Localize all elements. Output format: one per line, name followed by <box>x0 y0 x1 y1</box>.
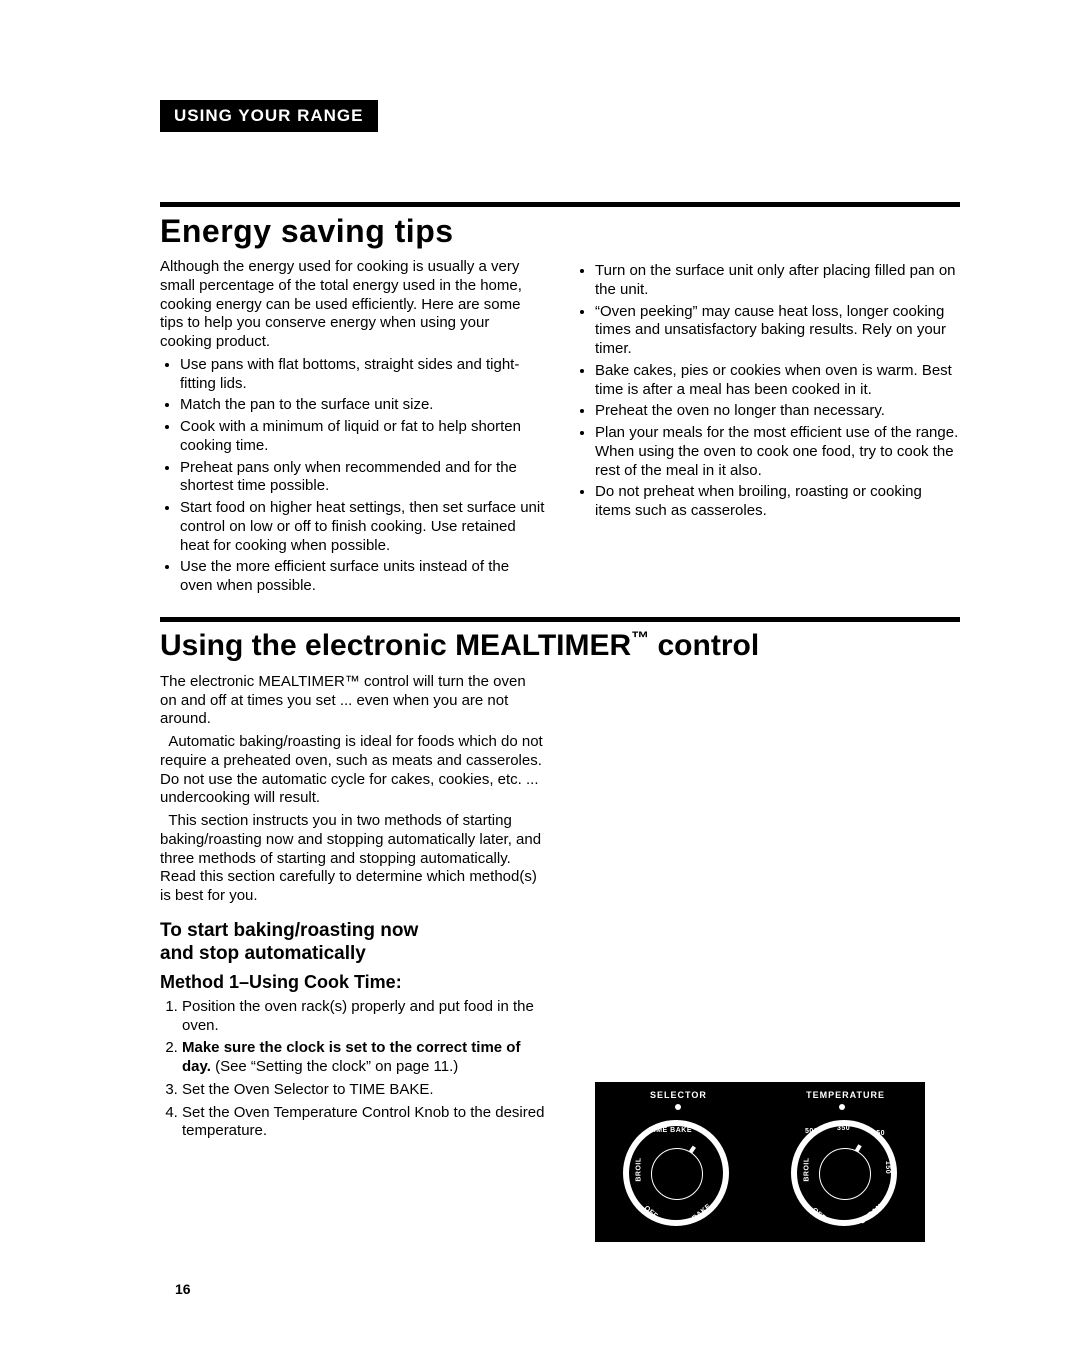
dial-center-icon <box>819 1148 871 1200</box>
temperature-dial: 500 350 250 150 BROIL OFF CLEAN <box>791 1120 897 1226</box>
intro-text: Although the energy used for cooking is … <box>160 258 545 352</box>
energy-saving-title: Energy saving tips <box>160 213 960 250</box>
bullet: Do not preheat when broiling, roasting o… <box>595 483 960 521</box>
bullet: Bake cakes, pies or cookies when oven is… <box>595 362 960 400</box>
subheading-method1: Method 1–Using Cook Time: <box>160 971 545 994</box>
temperature-label: TEMPERATURE <box>806 1090 885 1100</box>
bullet: Preheat the oven no longer than necessar… <box>595 402 960 421</box>
subheading-start-baking: To start baking/roasting now and stop au… <box>160 920 545 966</box>
dial-mark: BROIL <box>804 1157 811 1181</box>
oven-control-diagram: SELECTOR TEMPERATURE TIME BAKE BROIL OFF… <box>595 1082 925 1242</box>
bullet: Plan your meals for the most efficient u… <box>595 424 960 480</box>
step: Set the Oven Temperature Control Knob to… <box>182 1104 545 1142</box>
bullet: Use pans with flat bottoms, straight sid… <box>180 356 545 394</box>
para: Automatic baking/roasting is ideal for f… <box>160 733 545 808</box>
para: This section instructs you in two method… <box>160 812 545 906</box>
page-number: 16 <box>175 1281 191 1297</box>
indicator-dot-icon <box>839 1104 845 1110</box>
divider <box>160 617 960 622</box>
mealtimer-title: Using the electronic MEALTIMER™ control <box>160 628 960 663</box>
bullet: Cook with a minimum of liquid or fat to … <box>180 418 545 456</box>
section-tag: USING YOUR RANGE <box>160 100 378 132</box>
dial-mark: OFF <box>643 1205 659 1220</box>
mealtimer-left: The electronic MEALTIMER™ control will t… <box>160 673 545 1145</box>
selector-dial: TIME BAKE BROIL OFF BAKE <box>623 1120 729 1226</box>
bullet: Turn on the surface unit only after plac… <box>595 262 960 300</box>
bullet: Match the pan to the surface unit size. <box>180 396 545 415</box>
step: Position the oven rack(s) properly and p… <box>182 998 545 1036</box>
bullet: “Oven peeking” may cause heat loss, long… <box>595 303 960 359</box>
manual-page: USING YOUR RANGE Energy saving tips Alth… <box>0 0 1080 1357</box>
dial-mark: 150 <box>884 1161 891 1174</box>
dial-mark: TIME BAKE <box>649 1127 692 1134</box>
dial-mark: 350 <box>837 1125 850 1132</box>
dial-mark: 500 <box>805 1128 818 1135</box>
mealtimer-right <box>575 673 960 1145</box>
dial-center-icon <box>651 1148 703 1200</box>
bullet: Preheat pans only when recommended and f… <box>180 459 545 497</box>
method1-steps: Position the oven rack(s) properly and p… <box>160 998 545 1141</box>
dial-mark: CLEAN <box>859 1203 884 1225</box>
dial-mark: BROIL <box>636 1157 643 1181</box>
left-bullet-list: Use pans with flat bottoms, straight sid… <box>160 356 545 596</box>
bullet: Use the more efficient surface units ins… <box>180 558 545 596</box>
dial-mark: 250 <box>872 1130 885 1137</box>
para: The electronic MEALTIMER™ control will t… <box>160 673 545 729</box>
left-column: Although the energy used for cooking is … <box>160 258 545 599</box>
right-column: Turn on the surface unit only after plac… <box>575 258 960 599</box>
selector-label: SELECTOR <box>650 1090 707 1100</box>
dial-mark: OFF <box>811 1207 827 1222</box>
indicator-dot-icon <box>675 1104 681 1110</box>
divider <box>160 202 960 207</box>
energy-columns: Although the energy used for cooking is … <box>160 258 960 599</box>
bullet: Start food on higher heat settings, then… <box>180 499 545 555</box>
step: Make sure the clock is set to the correc… <box>182 1039 545 1077</box>
dial-mark: BAKE <box>691 1203 712 1222</box>
right-bullet-list: Turn on the surface unit only after plac… <box>575 262 960 521</box>
step: Set the Oven Selector to TIME BAKE. <box>182 1081 545 1100</box>
mealtimer-columns: The electronic MEALTIMER™ control will t… <box>160 673 960 1145</box>
